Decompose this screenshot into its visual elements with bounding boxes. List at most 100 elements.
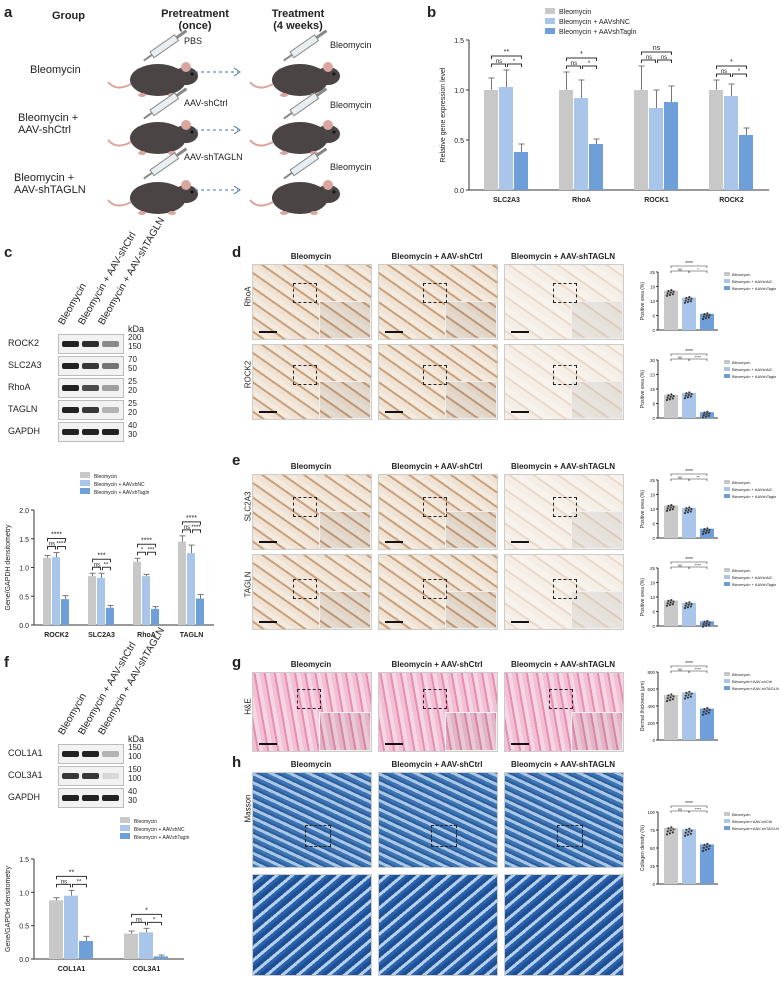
group-row-2: Bleomycin + AAV-shCtrl: [18, 112, 79, 136]
zoom-box: [553, 579, 577, 599]
data-point: [684, 694, 687, 697]
x-tick-label: ROCK1: [644, 197, 669, 204]
y-tick-label: 25: [650, 478, 656, 483]
data-point: [687, 393, 690, 396]
sig-bracket: [670, 473, 708, 476]
sig-bracket: [507, 63, 522, 67]
histo-inset: [571, 511, 623, 549]
kda-marker: 100: [128, 752, 142, 761]
sig-label: ****: [56, 542, 66, 548]
sig-bracket: [688, 478, 708, 481]
masson-image: [252, 772, 372, 868]
blot-strip: [58, 766, 124, 786]
blot-band: [82, 751, 99, 757]
data-point: [672, 505, 675, 508]
sig-label: *: [145, 907, 148, 914]
sig-label: *: [153, 917, 156, 923]
sig-label: ns: [678, 267, 682, 272]
scale-bar: [259, 743, 277, 745]
y-tick-label: 0: [652, 624, 655, 629]
x-tick-label: COL3A1: [133, 966, 161, 973]
y-tick-label: 15: [650, 387, 656, 392]
data-point: [703, 313, 706, 316]
y-tick-label: 19: [650, 285, 656, 290]
blot-band: [82, 429, 99, 435]
scale-bar: [385, 331, 403, 333]
legend-label: Bleomycin + AAVshNC: [732, 367, 773, 372]
scale-bar: [511, 411, 529, 413]
y-axis-label: Relative gene expression level: [440, 67, 447, 162]
data-point: [667, 599, 670, 602]
data-point: [686, 606, 690, 609]
sig-bracket: [716, 73, 731, 77]
sig-bracket: [641, 51, 672, 55]
y-tick-label: 19: [650, 581, 656, 586]
blot-label: ROCK2: [8, 338, 40, 348]
syringe-treat-1: [282, 28, 329, 62]
sig-bracket: [670, 561, 708, 564]
bar: [649, 108, 663, 190]
y-tick-label: 1.0: [19, 566, 29, 573]
blot-strip: [58, 356, 124, 376]
legend-label: Bleomycin + AAVshTagln: [134, 835, 190, 841]
data-point: [701, 532, 705, 536]
sig-label: **: [77, 879, 82, 885]
legend-swatch: [724, 826, 730, 830]
blot-band: [102, 795, 119, 801]
data-point: [688, 391, 691, 394]
col-header-e-1: Bleomycin: [290, 462, 332, 471]
masson-zoom-image: [252, 874, 372, 976]
sig-bracket: [56, 875, 87, 880]
sig-label: ****: [685, 801, 693, 807]
ihc-image: [378, 554, 498, 630]
data-point: [707, 623, 710, 627]
y-tick-label: 1.0: [19, 890, 29, 897]
sig-bracket: [670, 665, 708, 668]
bar: [739, 135, 753, 190]
histo-inset: [571, 301, 623, 339]
sig-bracket: [491, 63, 506, 67]
sig-bracket: [182, 521, 201, 525]
data-point: [671, 698, 674, 701]
sig-label: *: [141, 547, 144, 553]
data-point: [703, 528, 706, 531]
data-point: [667, 289, 670, 293]
y-tick-label: 25: [650, 864, 656, 869]
data-point: [684, 604, 687, 607]
blot-label: TAGLN: [8, 404, 38, 414]
data-point: [670, 289, 673, 292]
zoom-box: [423, 365, 447, 385]
data-point: [671, 293, 674, 296]
bar: [106, 607, 114, 625]
y-tick-label: 100: [647, 810, 655, 815]
data-point: [707, 711, 710, 714]
histo-inset: [319, 381, 371, 419]
scale-bar: [259, 621, 277, 623]
sig-bracket: [670, 265, 708, 268]
data-point: [689, 395, 692, 398]
data-point: [707, 847, 710, 850]
data-point: [667, 504, 670, 508]
histo-inset: [319, 711, 371, 751]
data-point: [665, 699, 669, 703]
y-tick-label: 13: [650, 595, 656, 600]
histo-inset: [571, 591, 623, 629]
blot-label: SLC2A3: [8, 360, 42, 370]
legend-label: Bleomycin: [732, 272, 750, 277]
sig-bracket: [716, 65, 747, 69]
sig-label: *: [697, 267, 699, 272]
legend-label: Bleomycin + AAVshTagln: [559, 29, 637, 36]
y-tick-label: 19: [650, 493, 656, 498]
data-point: [683, 697, 687, 700]
data-point: [667, 827, 670, 830]
ihc-image: [504, 474, 624, 550]
sig-label: *: [738, 69, 741, 75]
y-tick-label: 13: [650, 299, 656, 304]
treat-label-1: Bleomycin: [330, 40, 372, 50]
data-point: [708, 708, 711, 712]
data-point: [671, 397, 674, 400]
bar: [700, 313, 714, 330]
y-axis-label: Positive area (%): [640, 578, 646, 616]
blot-band: [102, 385, 119, 391]
